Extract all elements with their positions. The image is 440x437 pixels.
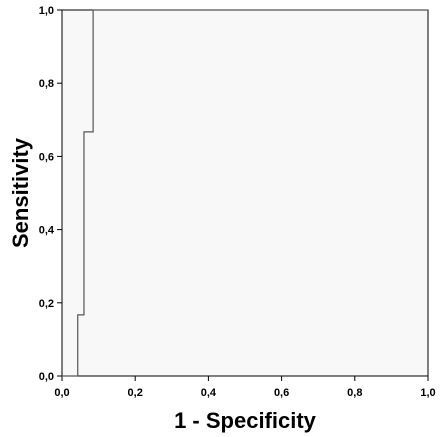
x-tick-label: 1,0 bbox=[420, 387, 435, 399]
roc-curve-line bbox=[62, 9, 428, 377]
y-tick-label: 1,0 bbox=[39, 5, 54, 17]
y-tick-label: 0,2 bbox=[39, 298, 54, 310]
x-tick-label: 0,4 bbox=[201, 387, 217, 399]
y-axis-ticks: 0,0 0,2 0,4 0,6 0,8 1,0 bbox=[39, 5, 62, 383]
x-tick-label: 0,0 bbox=[54, 387, 69, 399]
x-tick-label: 0,6 bbox=[274, 387, 289, 399]
x-axis-ticks: 0,0 0,2 0,4 0,6 0,8 1,0 bbox=[54, 376, 436, 399]
y-tick-label: 0,6 bbox=[39, 151, 54, 163]
y-tick-label: 0,4 bbox=[39, 225, 55, 237]
y-tick-label: 0,8 bbox=[39, 78, 54, 90]
x-axis-title: 1 - Specificity bbox=[174, 408, 317, 433]
y-axis-title: Sensitivity bbox=[8, 137, 33, 248]
series-layer bbox=[62, 9, 428, 377]
plot-area bbox=[61, 9, 429, 377]
y-tick-label: 0,0 bbox=[39, 371, 54, 383]
x-tick-label: 0,8 bbox=[347, 387, 362, 399]
x-tick-label: 0,2 bbox=[128, 387, 143, 399]
